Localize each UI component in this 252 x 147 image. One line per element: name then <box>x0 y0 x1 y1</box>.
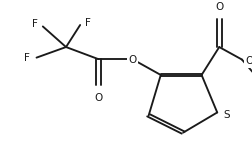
Text: S: S <box>224 110 230 120</box>
Text: O: O <box>246 56 252 66</box>
Text: O: O <box>94 93 102 103</box>
Text: O: O <box>215 2 223 12</box>
Text: O: O <box>128 55 136 65</box>
Text: F: F <box>32 19 38 29</box>
Text: F: F <box>24 53 30 63</box>
Text: F: F <box>85 18 91 28</box>
